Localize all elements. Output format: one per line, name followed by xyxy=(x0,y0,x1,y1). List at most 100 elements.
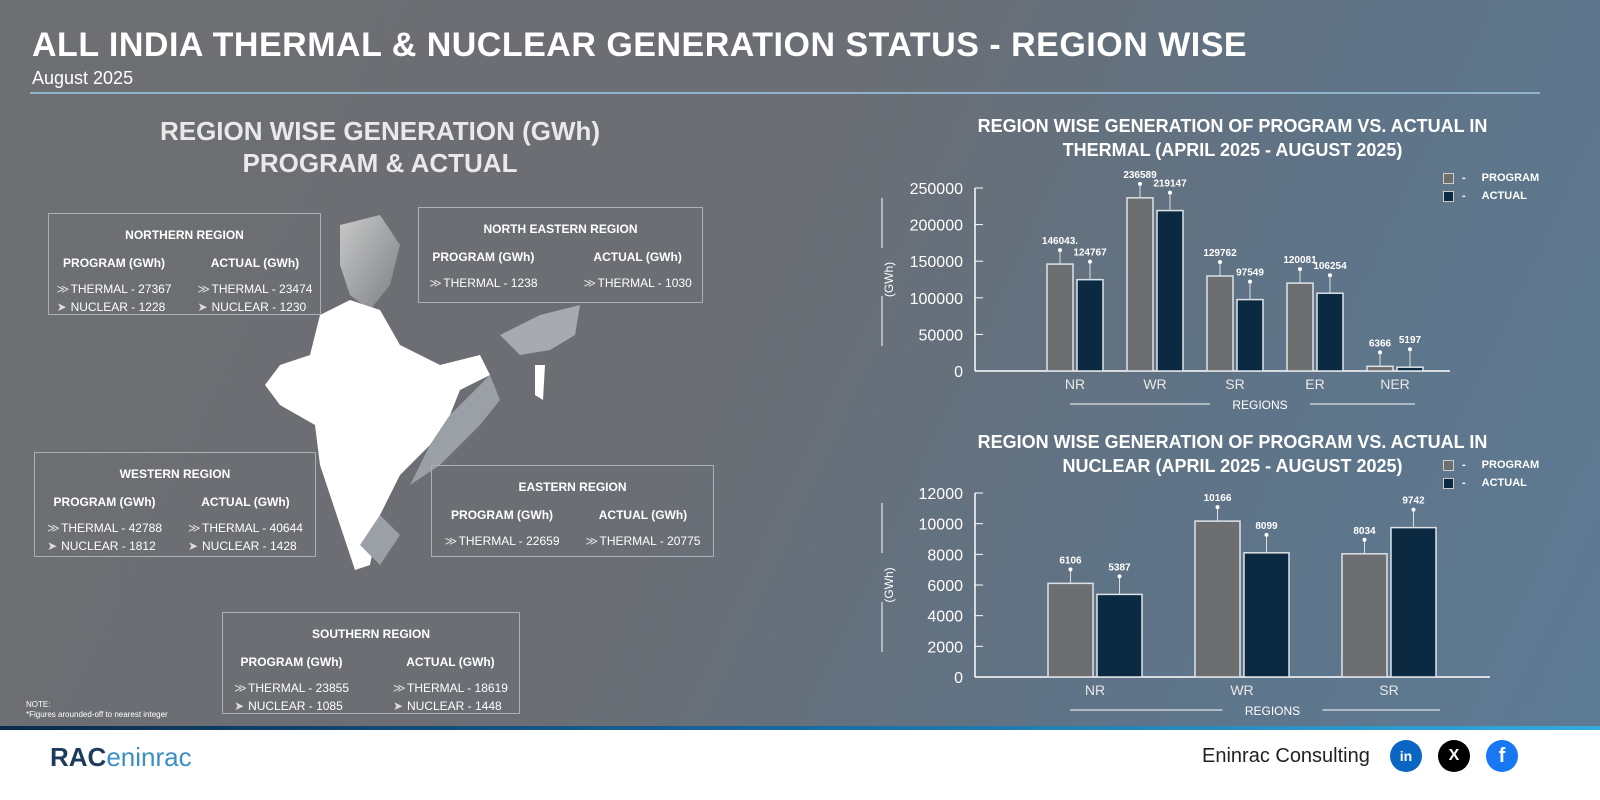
bar-program-ner xyxy=(1366,365,1394,372)
leader-dot xyxy=(1117,574,1122,579)
bar-actual-ner xyxy=(1396,366,1424,372)
chevron-solid-icon: ➤ xyxy=(197,300,208,314)
leader-dot xyxy=(1408,347,1412,352)
program-header: PROGRAM (GWh) xyxy=(53,495,156,509)
thermal-chart: 0 50000 100000 150000 200000 250000 (GWh) 14604… xyxy=(881,170,1450,412)
x-tick-label: NR xyxy=(1085,682,1105,698)
eastern-region-box: EASTERN REGION PROGRAM (GWh) ≫THERMAL - … xyxy=(431,465,714,557)
actual-thermal: ≫THERMAL - 18619 xyxy=(393,681,508,695)
data-label: 106254 xyxy=(1313,261,1347,272)
chevron-outline-icon: ≫ xyxy=(188,521,201,535)
leader-dot xyxy=(1068,567,1073,572)
title-line2: THERMAL (APRIL 2025 - AUGUST 2025) xyxy=(1062,140,1403,160)
region-name: NORTH EASTERN REGION xyxy=(483,222,638,236)
company-logo: RACeninrac xyxy=(50,742,192,772)
x-tick-label: NER xyxy=(1380,376,1410,392)
y-tick-label: 8000 xyxy=(927,547,963,564)
nuclear-chart: 0 2000 4000 6000 8000 10000 12000 (GWh) 6106 5387… xyxy=(881,486,1490,718)
y-tick-label: 150000 xyxy=(910,254,963,271)
data-label: 5197 xyxy=(1399,335,1422,346)
chevron-solid-icon: ➤ xyxy=(234,699,245,713)
bar-actual-er xyxy=(1316,292,1344,372)
program-thermal: ≫THERMAL - 22659 xyxy=(444,534,560,548)
leader-dot xyxy=(1248,279,1252,284)
legend-actual: - ACTUAL xyxy=(1443,477,1539,489)
north-eastern-region-box: NORTH EASTERN REGION PROGRAM (GWh) ≫THER… xyxy=(418,207,703,303)
y-tick-label: 250000 xyxy=(910,181,963,198)
data-label: 9742 xyxy=(1402,496,1425,507)
chevron-outline-icon: ≫ xyxy=(585,534,599,548)
chevron-outline-icon: ≫ xyxy=(197,282,211,296)
actual-nuclear: ➤ NUCLEAR - 1428 xyxy=(188,539,297,553)
linkedin-icon[interactable]: in xyxy=(1390,740,1422,772)
y-tick-label: 0 xyxy=(954,670,963,687)
y-tick-label: 0 xyxy=(954,364,963,381)
actual-thermal: ≫THERMAL - 40644 xyxy=(188,521,303,535)
y-tick-label: 12000 xyxy=(919,486,964,503)
actual-header: ACTUAL (GWh) xyxy=(406,655,495,669)
program-header: PROGRAM (GWh) xyxy=(240,655,343,669)
leader-dot xyxy=(1264,532,1269,537)
bar-program-wr xyxy=(1126,197,1154,372)
chevron-outline-icon: ≫ xyxy=(234,681,247,695)
bar-program-nr xyxy=(1047,582,1094,678)
chevron-outline-icon: ≫ xyxy=(56,282,70,296)
leader-dot xyxy=(1138,181,1142,186)
map-heading-line1: REGION WISE GENERATION (GWh) xyxy=(159,116,601,146)
bar-actual-nr xyxy=(1076,278,1104,372)
program-nuclear: ➤ NUCLEAR - 1812 xyxy=(47,539,156,553)
actual-header: ACTUAL (GWh) xyxy=(201,495,290,509)
x-axis-label: REGIONS xyxy=(1245,704,1300,718)
chevron-outline-icon: ≫ xyxy=(47,521,60,535)
chevron-outline-icon: ≫ xyxy=(393,681,406,695)
y-tick-label: 200000 xyxy=(910,218,963,235)
facebook-icon[interactable]: f xyxy=(1486,740,1518,772)
y-axis-label: (GWh) xyxy=(882,567,896,602)
program-thermal: ≫THERMAL - 1238 xyxy=(429,276,538,290)
data-label: 6106 xyxy=(1059,555,1082,566)
program-header: PROGRAM (GWh) xyxy=(63,256,166,270)
actual-thermal: ≫THERMAL - 23474 xyxy=(197,282,313,296)
actual-thermal: ≫THERMAL - 20775 xyxy=(585,534,701,548)
leader-dot xyxy=(1298,267,1302,272)
x-tick-label: SR xyxy=(1225,376,1244,392)
x-tick-label: WR xyxy=(1230,682,1253,698)
actual-header: ACTUAL (GWh) xyxy=(593,250,682,264)
data-label: 219147 xyxy=(1153,179,1187,190)
data-label: 124767 xyxy=(1073,248,1107,259)
leader-dot xyxy=(1411,507,1416,512)
y-tick-label: 10000 xyxy=(919,517,964,534)
program-header: PROGRAM (GWh) xyxy=(432,250,535,264)
nuclear-legend: - PROGRAM - ACTUAL xyxy=(1443,459,1539,495)
data-label: 8034 xyxy=(1353,526,1376,537)
chevron-solid-icon: ➤ xyxy=(47,539,58,553)
data-label: 97549 xyxy=(1236,268,1264,279)
data-label: 6366 xyxy=(1369,338,1392,349)
actual-header: ACTUAL (GWh) xyxy=(598,508,688,522)
title-line1: REGION WISE GENERATION OF PROGRAM VS. AC… xyxy=(977,432,1488,452)
x-axis-label: REGIONS xyxy=(1232,398,1287,412)
leader-dot xyxy=(1378,350,1382,355)
chevron-outline-icon: ≫ xyxy=(429,276,442,290)
chevron-solid-icon: ➤ xyxy=(56,300,67,314)
legend-program: - PROGRAM xyxy=(1443,459,1539,471)
bar-program-sr xyxy=(1206,275,1234,372)
nuclear-chart-title: REGION WISE GENERATION OF PROGRAM VS. AC… xyxy=(960,430,1505,478)
actual-thermal: ≫THERMAL - 1030 xyxy=(583,276,692,290)
bar-program-sr xyxy=(1341,553,1388,678)
leader-dot xyxy=(1088,259,1092,264)
bar-actual-nr xyxy=(1096,593,1143,678)
thermal-chart-title: REGION WISE GENERATION OF PROGRAM VS. AC… xyxy=(960,114,1505,162)
chevron-outline-icon: ≫ xyxy=(583,276,597,290)
bar-actual-sr xyxy=(1236,298,1264,372)
y-axis-label: (GWh) xyxy=(882,262,896,297)
x-icon[interactable]: X xyxy=(1438,740,1470,772)
bar-program-nr xyxy=(1046,263,1074,372)
bar-program-er xyxy=(1286,282,1314,372)
india-map xyxy=(265,215,580,570)
program-nuclear: ➤ NUCLEAR - 1085 xyxy=(234,699,343,713)
data-label: 236589 xyxy=(1123,170,1157,181)
western-region-box: WESTERN REGION PROGRAM (GWh) ≫THERMAL - … xyxy=(34,452,316,557)
data-label: 8099 xyxy=(1255,521,1278,532)
actual-nuclear: ➤ NUCLEAR - 1230 xyxy=(197,300,307,314)
